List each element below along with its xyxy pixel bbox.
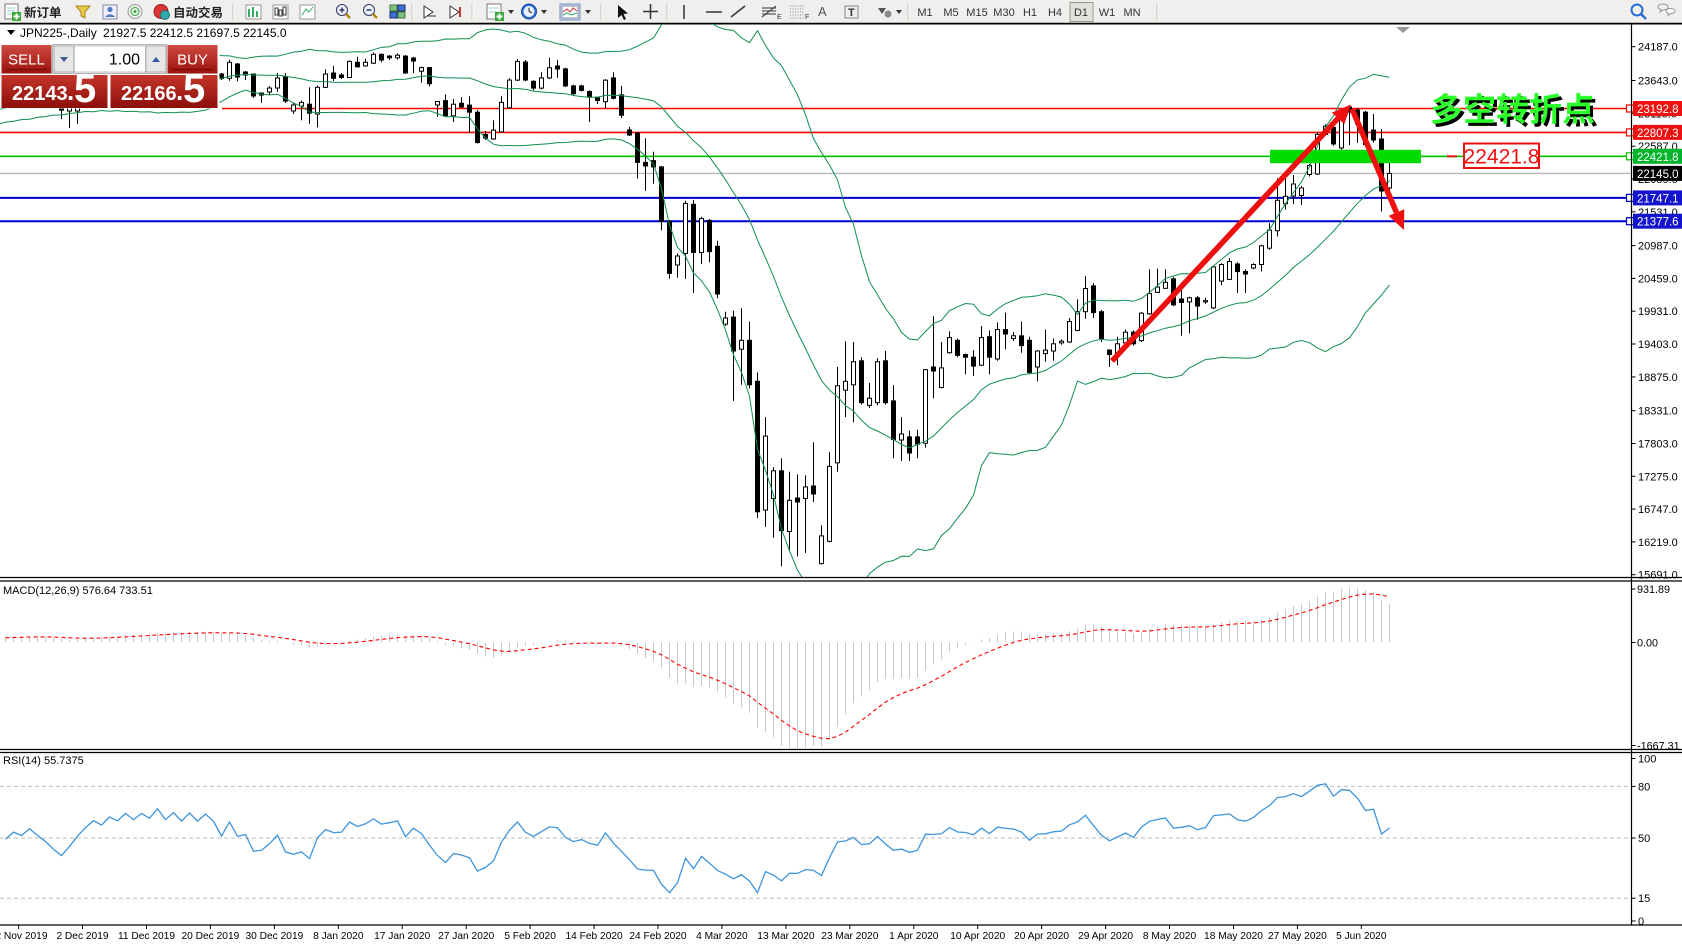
svg-text:17803.0: 17803.0 [1638,439,1678,451]
svg-text:M30: M30 [993,7,1014,19]
svg-text:20459.0: 20459.0 [1638,273,1678,285]
svg-text:17 Jan 2020: 17 Jan 2020 [374,931,430,942]
svg-text:BUY: BUY [177,52,208,69]
svg-text:23 Mar 2020: 23 Mar 2020 [821,931,879,942]
svg-text:19931.0: 19931.0 [1638,306,1678,318]
svg-text:17275.0: 17275.0 [1638,471,1678,483]
svg-text:80: 80 [1638,781,1650,793]
svg-text:2 Dec 2019: 2 Dec 2019 [56,931,108,942]
svg-text:.: . [67,76,74,106]
svg-text:W1: W1 [1099,7,1116,19]
svg-text:27 Jan 2020: 27 Jan 2020 [438,931,494,942]
svg-text:MN: MN [1123,7,1140,19]
svg-text:18 May 2020: 18 May 2020 [1204,931,1263,942]
svg-text:22145.0: 22145.0 [1637,169,1679,181]
svg-text:20 Apr 2020: 20 Apr 2020 [1014,931,1069,942]
svg-text:20987.0: 20987.0 [1638,241,1678,253]
svg-text:23192.8: 23192.8 [1637,104,1679,116]
svg-text:10 Apr 2020: 10 Apr 2020 [950,931,1005,942]
svg-text:20 Dec 2019: 20 Dec 2019 [182,931,240,942]
svg-text:M5: M5 [943,7,958,19]
svg-text:.: . [176,76,183,106]
svg-text:16747.0: 16747.0 [1638,504,1678,516]
svg-text:19403.0: 19403.0 [1638,339,1678,351]
svg-text:22 Nov 2019: 22 Nov 2019 [0,931,48,942]
svg-text:MACD(12,26,9) 576.64 733.51: MACD(12,26,9) 576.64 733.51 [3,585,153,597]
svg-text:11 Dec 2019: 11 Dec 2019 [118,931,175,942]
svg-text:H1: H1 [1023,7,1037,19]
svg-text:E: E [777,14,782,21]
svg-text:18331.0: 18331.0 [1638,406,1678,418]
svg-text:SELL: SELL [8,52,45,69]
svg-text:21377.6: 21377.6 [1637,217,1679,229]
svg-text:22143: 22143 [12,83,68,105]
svg-text:16219.0: 16219.0 [1638,537,1678,549]
svg-text:M15: M15 [966,7,987,19]
svg-text:8 May 2020: 8 May 2020 [1143,931,1197,942]
svg-text:23643.0: 23643.0 [1638,76,1678,88]
svg-text:1.00: 1.00 [109,52,140,69]
svg-text:-1667.31: -1667.31 [1637,741,1680,753]
svg-text:0: 0 [1638,916,1644,928]
svg-text:21927.5 22412.5 21697.5 22145.: 21927.5 22412.5 21697.5 22145.0 [103,26,287,40]
svg-text:29 Apr 2020: 29 Apr 2020 [1078,931,1133,942]
svg-text:24187.0: 24187.0 [1638,42,1678,54]
svg-text:18875.0: 18875.0 [1638,372,1678,384]
svg-text:931.89: 931.89 [1637,584,1670,596]
svg-text:A: A [818,4,827,19]
svg-text:T: T [848,7,855,19]
svg-text:27 May 2020: 27 May 2020 [1268,931,1327,942]
svg-text:5: 5 [74,67,96,111]
svg-text:JPN225-,Daily: JPN225-,Daily [20,26,97,40]
svg-text:50: 50 [1638,833,1650,845]
svg-text:30 Dec 2019: 30 Dec 2019 [246,931,304,942]
svg-text:5 Feb 2020: 5 Feb 2020 [504,931,556,942]
svg-text:8 Jan 2020: 8 Jan 2020 [313,931,364,942]
svg-text:5 Jun 2020: 5 Jun 2020 [1336,931,1387,942]
svg-text:F: F [805,14,809,21]
svg-text:22421.8: 22421.8 [1464,146,1540,169]
svg-text:22421.8: 22421.8 [1637,152,1679,164]
svg-text:5: 5 [183,67,205,111]
svg-text:0.00: 0.00 [1637,638,1658,650]
svg-text:15: 15 [1638,893,1650,905]
svg-text:H4: H4 [1048,7,1062,19]
svg-text:21747.1: 21747.1 [1637,193,1679,205]
svg-text:14 Feb 2020: 14 Feb 2020 [565,931,623,942]
svg-text:24 Feb 2020: 24 Feb 2020 [629,931,687,942]
svg-text:4 Mar 2020: 4 Mar 2020 [696,931,748,942]
svg-text:13 Mar 2020: 13 Mar 2020 [757,931,815,942]
svg-text:15691.0: 15691.0 [1638,570,1678,582]
svg-text:22807.3: 22807.3 [1637,128,1679,140]
svg-text:22166: 22166 [121,83,177,105]
svg-text:1 Apr 2020: 1 Apr 2020 [889,931,939,942]
svg-text:RSI(14) 55.7375: RSI(14) 55.7375 [3,755,84,767]
svg-text:M1: M1 [917,7,932,19]
svg-text:100: 100 [1638,754,1656,766]
svg-text:D1: D1 [1074,7,1088,19]
